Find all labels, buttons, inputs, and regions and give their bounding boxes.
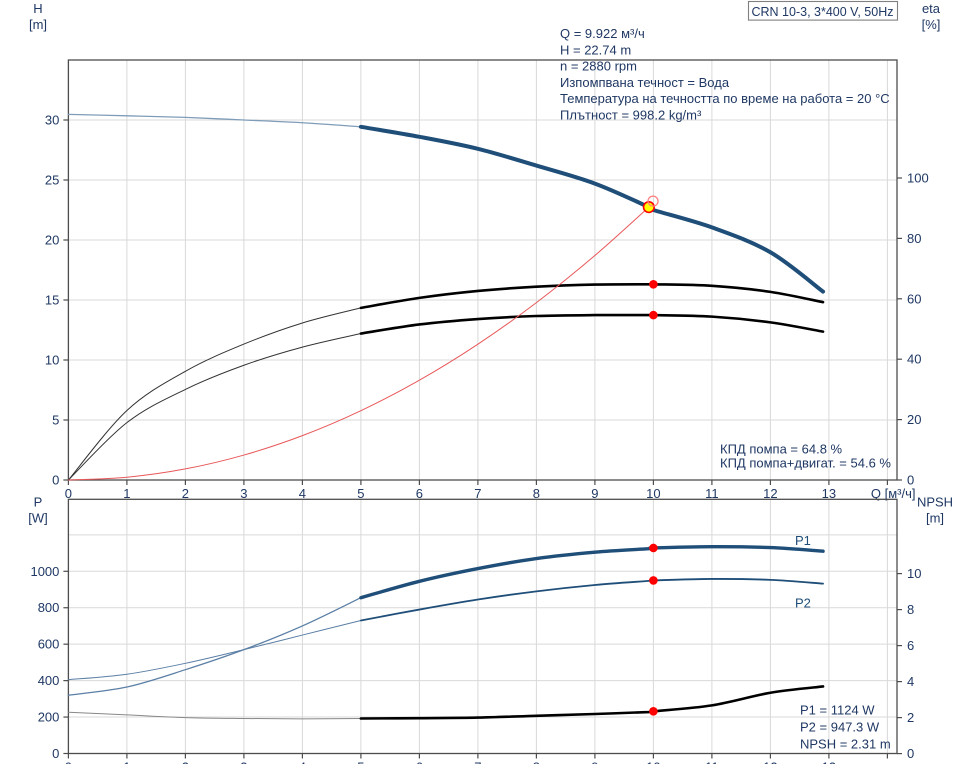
svg-text:5: 5 bbox=[52, 413, 59, 428]
svg-text:P: P bbox=[34, 494, 43, 509]
svg-text:eta: eta bbox=[922, 1, 941, 16]
svg-text:КПД помпа = 64.8 %: КПД помпа = 64.8 % bbox=[720, 442, 843, 457]
svg-text:0: 0 bbox=[65, 760, 72, 764]
svg-text:NPSH = 2.31 m: NPSH = 2.31 m bbox=[800, 737, 891, 752]
svg-text:P1: P1 bbox=[795, 533, 811, 548]
svg-text:20: 20 bbox=[907, 412, 921, 427]
svg-text:13: 13 bbox=[822, 760, 836, 764]
svg-text:6: 6 bbox=[416, 760, 423, 764]
svg-text:H = 22.74 m: H = 22.74 m bbox=[560, 42, 631, 57]
svg-text:30: 30 bbox=[45, 113, 59, 128]
svg-text:Q = 9.922 м³/ч: Q = 9.922 м³/ч bbox=[560, 26, 645, 41]
svg-text:8: 8 bbox=[533, 760, 540, 764]
svg-text:60: 60 bbox=[907, 291, 921, 306]
svg-text:10: 10 bbox=[45, 353, 59, 368]
svg-text:CRN 10-3, 3*400 V, 50Hz: CRN 10-3, 3*400 V, 50Hz bbox=[752, 5, 894, 19]
svg-text:NPSH: NPSH bbox=[917, 494, 953, 509]
svg-text:P1 = 1124 W: P1 = 1124 W bbox=[800, 703, 875, 718]
svg-text:P2: P2 bbox=[795, 596, 811, 611]
svg-text:2: 2 bbox=[907, 710, 914, 725]
svg-text:1000: 1000 bbox=[30, 564, 59, 579]
svg-text:5: 5 bbox=[357, 760, 364, 764]
svg-text:8: 8 bbox=[907, 602, 914, 617]
svg-text:10: 10 bbox=[646, 760, 660, 764]
svg-text:4: 4 bbox=[907, 674, 914, 689]
svg-text:0: 0 bbox=[907, 473, 914, 488]
svg-text:200: 200 bbox=[38, 710, 60, 725]
svg-text:0: 0 bbox=[52, 746, 59, 761]
svg-text:12: 12 bbox=[763, 760, 777, 764]
svg-text:400: 400 bbox=[38, 673, 60, 688]
svg-text:Изпомпвана течност = Вода: Изпомпвана течност = Вода bbox=[560, 75, 730, 90]
svg-text:11: 11 bbox=[705, 760, 719, 764]
svg-text:Плътност = 998.2 kg/m³: Плътност = 998.2 kg/m³ bbox=[560, 108, 702, 123]
svg-text:Температура на течността по вр: Температура на течността по време на раб… bbox=[560, 91, 890, 106]
svg-text:800: 800 bbox=[38, 600, 60, 615]
svg-text:КПД помпа+двигат. = 54.6 %: КПД помпа+двигат. = 54.6 % bbox=[720, 456, 891, 471]
svg-text:4: 4 bbox=[299, 760, 306, 764]
svg-text:P2 = 947.3 W: P2 = 947.3 W bbox=[800, 719, 880, 734]
svg-text:0: 0 bbox=[52, 473, 59, 488]
svg-text:9: 9 bbox=[591, 760, 598, 764]
svg-text:600: 600 bbox=[38, 637, 60, 652]
svg-text:100: 100 bbox=[907, 171, 929, 186]
svg-text:80: 80 bbox=[907, 231, 921, 246]
svg-text:6: 6 bbox=[907, 638, 914, 653]
svg-text:n = 2880 rpm: n = 2880 rpm bbox=[560, 59, 637, 74]
svg-text:10: 10 bbox=[907, 566, 921, 581]
svg-text:7: 7 bbox=[474, 760, 481, 764]
svg-text:40: 40 bbox=[907, 352, 921, 367]
svg-text:H: H bbox=[33, 1, 42, 16]
svg-text:1: 1 bbox=[123, 760, 130, 764]
svg-text:3: 3 bbox=[240, 760, 247, 764]
svg-text:[m]: [m] bbox=[926, 510, 944, 525]
svg-text:[m]: [m] bbox=[29, 17, 47, 32]
svg-text:2: 2 bbox=[182, 760, 189, 764]
svg-text:25: 25 bbox=[45, 173, 59, 188]
svg-text:0: 0 bbox=[907, 746, 914, 761]
svg-text:[W]: [W] bbox=[28, 510, 48, 525]
svg-text:20: 20 bbox=[45, 233, 59, 248]
svg-text:[%]: [%] bbox=[922, 17, 941, 32]
svg-text:15: 15 bbox=[45, 293, 59, 308]
